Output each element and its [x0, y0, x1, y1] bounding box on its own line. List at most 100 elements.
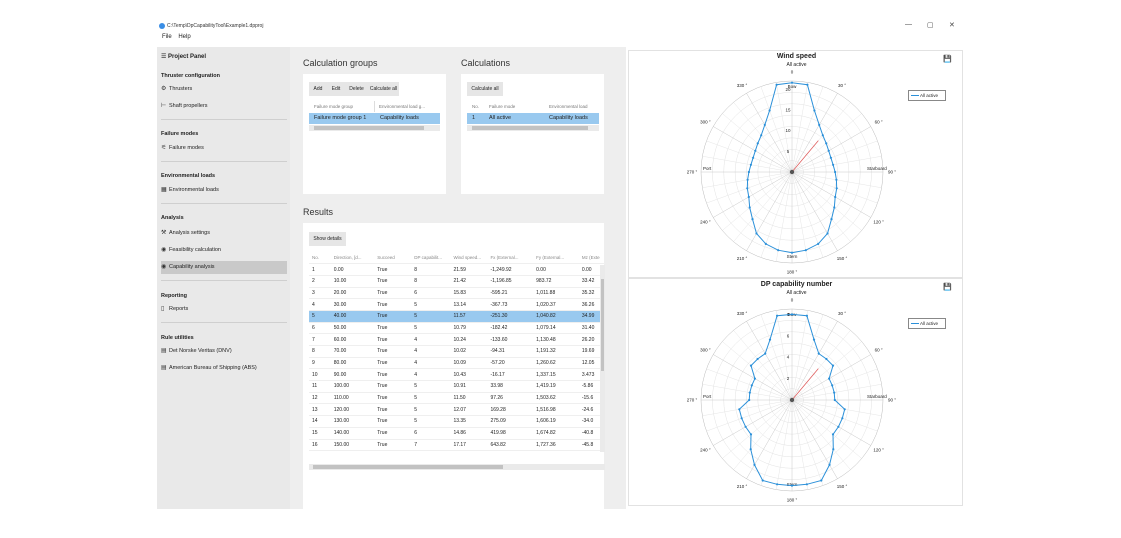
table-row[interactable]: 2 10.00 True 8 21.42 -1,196.85 983.72 33.42	[309, 275, 605, 288]
grid-spoke	[746, 93, 793, 173]
charts-panel: Wind speed All active 💾 0 30 ° 60 ° 90 ° 120…	[628, 47, 963, 509]
table-row[interactable]: 11 100.00 True 5 10.91 33.98 1,419.19 -5.86	[309, 380, 605, 393]
table-cell: 643.82	[487, 439, 534, 452]
table-cell: 5	[309, 310, 331, 323]
table-cell: -94.31	[487, 345, 534, 358]
table-row[interactable]: 10 90.00 True 4 10.43 -16.17 1,337.15 3.473	[309, 368, 605, 382]
table-cell: 10.02	[450, 345, 488, 358]
table-row[interactable]: 8 70.00 True 4 10.02 -94.31 1,191.32 19.69	[309, 345, 605, 358]
table-cell: True	[374, 310, 412, 323]
nav-reports[interactable]: ▯ Reports	[161, 303, 287, 316]
table-row[interactable]: 15 140.00 True 6 14.86 419.98 1,674.82 -40.8	[309, 427, 605, 440]
nav-abs[interactable]: ▤ American Bureau of Shipping (ABS)	[161, 362, 287, 375]
column-header[interactable]: No.	[309, 252, 331, 265]
table-cell: 4	[309, 298, 331, 311]
thruster-icon: ⚙	[161, 86, 167, 92]
table-cell: 100.00	[330, 380, 375, 393]
table-row[interactable]: 16 150.00 True 7 17.17 643.82 1,727.36 -45.8	[309, 439, 605, 452]
table-cell: 1,040.82	[533, 310, 579, 323]
nav-feasibility-calculation[interactable]: ◉ Feasibility calculation	[161, 244, 287, 257]
table-row[interactable]: 1 0.00 True 8 21.59 -1,249.92 0.00 0.00	[309, 263, 605, 276]
table-row[interactable]: 7 60.00 True 4 10.24 -133.60 1,130.48 26.20	[309, 333, 605, 346]
table-row[interactable]: 3 20.00 True 6 15.83 -595.21 1,011.88 35.32	[309, 287, 605, 300]
save-icon[interactable]: 💾	[943, 56, 952, 63]
table-cell: 419.98	[487, 427, 534, 440]
horizontal-scrollbar[interactable]	[467, 125, 599, 131]
center-panel: Calculation groups Calculations Add Edit…	[290, 47, 626, 511]
divider	[161, 280, 287, 281]
grid-spoke	[791, 171, 851, 242]
grid-spoke	[791, 368, 878, 401]
table-cell: 11.50	[450, 392, 488, 405]
nav-analysis-settings[interactable]: ⚒ Analysis settings	[161, 227, 287, 240]
column-header[interactable]: Fx (External...	[487, 252, 534, 265]
data-point	[753, 377, 756, 380]
column-header[interactable]: Fy (External...	[533, 252, 579, 265]
column-header[interactable]: DP capabilit...	[411, 252, 451, 265]
nav-shaft-propellers[interactable]: ⊢ Shaft propellers	[161, 100, 287, 113]
edit-button[interactable]: Edit	[327, 82, 345, 96]
nav-capability-analysis[interactable]: ◉ Capability analysis	[161, 261, 287, 274]
table-row[interactable]: 12 110.00 True 5 11.50 97.26 1,503.62 -15.6	[309, 392, 605, 405]
nav-environmental-loads[interactable]: ▦ Environmental loads	[161, 184, 287, 197]
close-button[interactable]: ✕	[949, 22, 955, 29]
calculate-all-groups-button[interactable]: Calculate all	[368, 82, 399, 96]
table-cell: 1,020.37	[533, 298, 579, 311]
minimize-button[interactable]: —	[905, 21, 912, 28]
horizontal-scrollbar[interactable]	[309, 125, 440, 131]
show-details-button[interactable]: Show details	[309, 232, 346, 246]
table-cell: 10.09	[450, 357, 488, 370]
menu-help[interactable]: Help	[178, 34, 191, 40]
menu-lines-icon: ☰	[161, 54, 169, 60]
table-row[interactable]: 9 80.00 True 4 10.09 -57.20 1,260.62 12.05	[309, 357, 605, 370]
nav-thrusters[interactable]: ⚙ Thrusters	[161, 83, 287, 96]
table-cell: 5	[411, 298, 451, 311]
vertical-scrollbar[interactable]	[600, 265, 605, 452]
grid-spoke	[791, 310, 809, 401]
table-row[interactable]: 14 130.00 True 5 13.35 275.09 1,606.19 -34.0	[309, 415, 605, 428]
save-icon[interactable]: 💾	[943, 284, 952, 291]
project-panel-title: ☰ Project Panel	[161, 54, 207, 60]
divider	[161, 322, 287, 323]
menu-file[interactable]: File	[162, 34, 172, 40]
nav-dnv[interactable]: ▤ Det Norske Veritas (DNV)	[161, 345, 287, 358]
column-header[interactable]: Failure mode group	[309, 101, 375, 112]
table-cell: 60.00	[330, 333, 375, 346]
table-row[interactable]: 13 120.00 True 5 12.07 169.28 1,516.98 -24.6	[309, 403, 605, 417]
table-row[interactable]: 6 50.00 True 5 10.79 -182.42 1,079.14 31.40	[309, 322, 605, 335]
chart-title: DP capability number	[760, 281, 833, 288]
section-environmental-loads: Environmental loads	[161, 173, 216, 179]
horizontal-scrollbar[interactable]	[309, 464, 605, 470]
column-header[interactable]: Wind speed...	[450, 252, 488, 265]
maximize-button[interactable]: ▢	[927, 22, 934, 29]
column-header[interactable]: Direction, [d...	[330, 252, 375, 265]
data-point	[752, 156, 755, 159]
column-header[interactable]: No.	[472, 104, 480, 109]
table-row[interactable]: 4 30.00 True 5 13.14 -367.73 1,020.37 36.26	[309, 298, 605, 311]
starboard-label: Starboard	[867, 394, 887, 399]
table-row[interactable]: Failure mode group 1 Capability loads	[309, 113, 440, 124]
table-row[interactable]: 1 All active Capability loads	[467, 113, 599, 124]
table-row[interactable]: 5 40.00 True 5 11.57 -251.30 1,040.82 34.99	[309, 310, 605, 323]
table-cell: 11	[309, 380, 331, 393]
grid-spoke	[791, 399, 851, 470]
table-cell: True	[374, 287, 412, 300]
delete-button[interactable]: Delete	[345, 82, 368, 96]
menu-bar: File Help	[157, 34, 191, 44]
table-cell: 12.07	[450, 403, 488, 417]
table-cell: 5	[411, 310, 451, 323]
column-header[interactable]: Failure mode	[489, 104, 516, 109]
radial-tick-label: 2	[787, 376, 790, 381]
table-cell: True	[374, 368, 412, 382]
add-button[interactable]: Add	[309, 82, 327, 96]
column-header[interactable]: Mz (Exte	[578, 252, 605, 265]
calc-icon: ◉	[161, 264, 167, 270]
calculations-title: Calculations	[461, 58, 511, 68]
nav-failure-modes[interactable]: ⚟ Failure modes	[161, 142, 287, 155]
column-header[interactable]: Environmental load g...	[379, 104, 426, 109]
calculate-all-button[interactable]: Calculate all	[467, 82, 503, 96]
data-point	[790, 251, 794, 254]
data-point	[753, 463, 756, 466]
column-header[interactable]: Environmental load	[549, 104, 588, 109]
column-header[interactable]: Succeed	[374, 252, 412, 265]
